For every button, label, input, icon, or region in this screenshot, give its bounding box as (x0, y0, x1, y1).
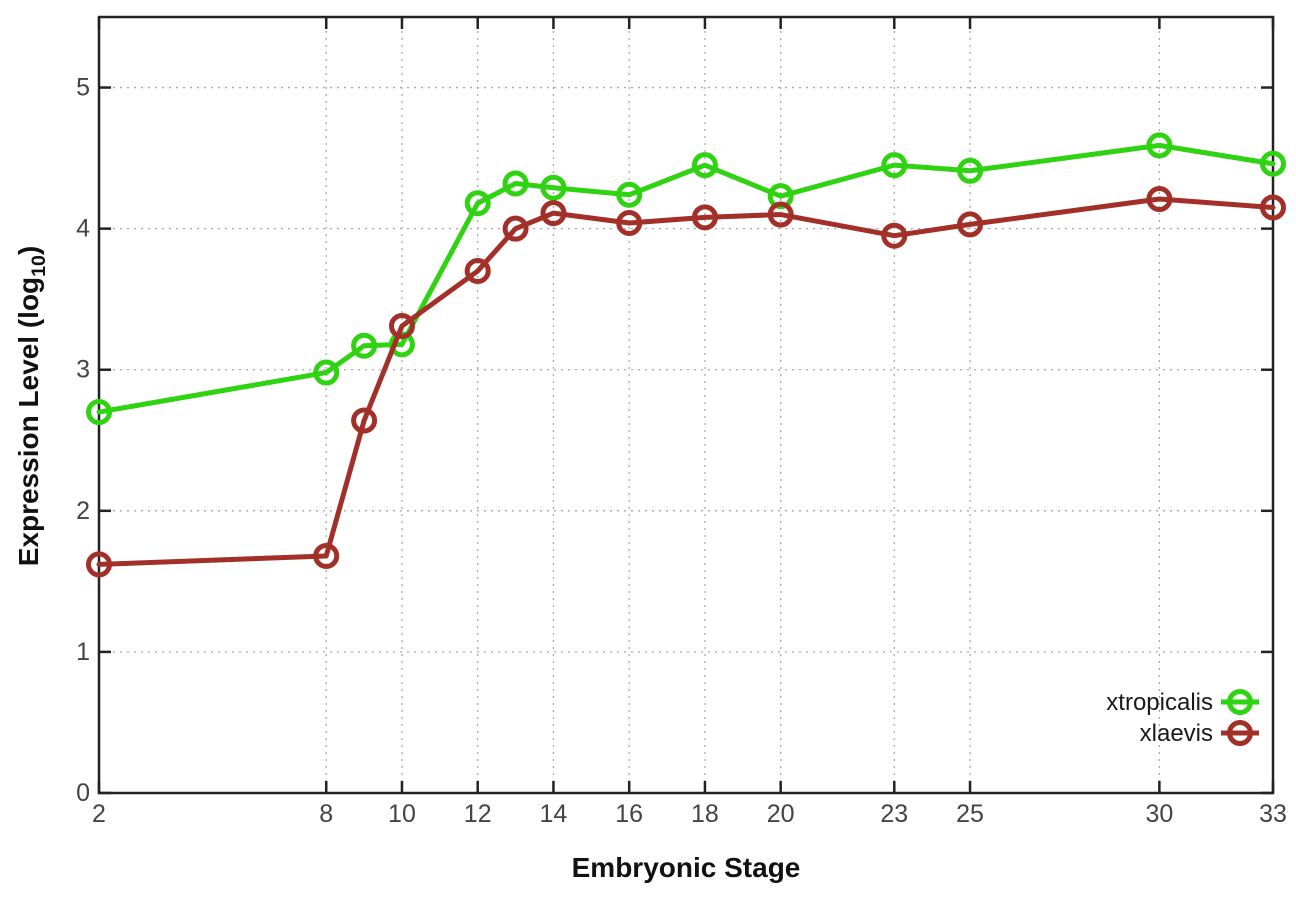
series-xtropicalis-line (96, 142, 1276, 415)
y-tick-label: 4 (76, 215, 90, 243)
series-xlaevis-point (540, 200, 567, 227)
y-tick-label: 1 (76, 638, 90, 666)
series-xlaevis-point (881, 222, 908, 249)
series-xtropicalis-point (502, 170, 529, 197)
series-xtropicalis-point (351, 332, 378, 359)
series-xtropicalis-point (881, 152, 908, 179)
series-xlaevis-point (86, 551, 112, 578)
x-tick-label: 25 (956, 800, 984, 828)
x-tick-label: 33 (1259, 800, 1287, 828)
y-tick-label: 0 (76, 779, 90, 807)
x-tick-label: 20 (767, 800, 795, 828)
series-xlaevis-point (464, 257, 491, 284)
series-xtropicalis-point (1146, 132, 1173, 159)
series-xlaevis-point (351, 407, 378, 434)
series-xlaevis-point (957, 211, 984, 238)
series-xtropicalis-point (464, 190, 491, 217)
x-axis-title: Embryonic Stage (571, 852, 801, 883)
y-axis-title-subscript: 10 (27, 255, 50, 277)
series-xtropicalis-point (86, 399, 112, 426)
x-tick-label: 10 (388, 800, 416, 828)
series-xlaevis-point (691, 204, 718, 231)
x-tick-label: 8 (319, 800, 333, 828)
x-tick-label: 18 (691, 800, 719, 828)
legend-entry-xlaevis: xlaevis (1140, 720, 1259, 747)
series-xlaevis-point (313, 542, 340, 569)
legend-entry-xtropicalis: xtropicalis (1106, 689, 1259, 716)
x-tick-label: 14 (540, 800, 568, 828)
series-xtropicalis-point (691, 152, 718, 179)
x-tick-label: 12 (464, 800, 492, 828)
y-axis-title: Expression Level (log10) (13, 246, 51, 567)
x-tick-label: 30 (1145, 800, 1173, 828)
legend-marker-xtropicalis (1227, 689, 1253, 715)
series-xtropicalis-point (616, 181, 643, 208)
series-xlaevis-point (616, 209, 643, 236)
y-axis-title-close: ) (13, 245, 45, 256)
y-tick-label: 2 (76, 497, 90, 525)
series-xlaevis-point (388, 312, 415, 339)
x-tick-label: 23 (880, 800, 908, 828)
x-tick-label: 16 (615, 800, 643, 828)
series-xtropicalis-point (540, 174, 567, 201)
series-xlaevis-point (1260, 194, 1286, 221)
y-tick-label: 3 (76, 356, 90, 384)
x-tick-label: 2 (92, 800, 106, 828)
series-xlaevis-point (502, 215, 529, 242)
y-axis-title-text: Expression Level (log (13, 276, 45, 567)
legend-label-xtropicalis: xtropicalis (1106, 689, 1213, 716)
series-xtropicalis-point (1260, 150, 1286, 177)
series-xtropicalis-point (767, 183, 794, 210)
legend-marker-xlaevis (1227, 720, 1253, 746)
plot-border (97, 15, 1275, 795)
series-xlaevis-point (767, 201, 794, 228)
legend-label-xlaevis: xlaevis (1140, 720, 1213, 747)
series-xtropicalis-point (957, 157, 984, 184)
series-xtropicalis-point (388, 331, 415, 358)
series-xlaevis-point (1146, 186, 1173, 213)
y-tick-label: 5 (76, 74, 90, 102)
series-xtropicalis-point (313, 359, 340, 386)
